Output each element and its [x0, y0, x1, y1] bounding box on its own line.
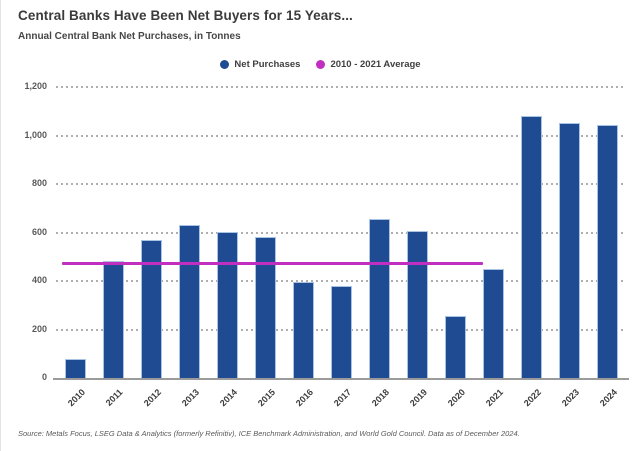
bar-2016 — [292, 282, 314, 378]
source-note: Source: Metals Focus, LSEG Data & Analyt… — [18, 429, 520, 438]
x-tick-label-2023: 2023 — [559, 387, 582, 409]
gridline-400 — [56, 280, 626, 282]
chart-subtitle: Annual Central Bank Net Purchases, in To… — [18, 31, 241, 42]
bar-2017 — [330, 286, 352, 378]
gridline-1200 — [56, 86, 626, 88]
x-tick-label-2015: 2015 — [255, 387, 278, 409]
x-tick-label-2016: 2016 — [293, 387, 316, 409]
x-tick-label-2013: 2013 — [179, 387, 202, 409]
plot-area — [56, 86, 626, 378]
legend-dot-icon — [316, 60, 326, 69]
gridline-600 — [56, 231, 626, 234]
bar-2020 — [444, 316, 466, 378]
bar-2011 — [102, 261, 124, 378]
legend-label: 2010 - 2021 Average — [330, 59, 421, 70]
y-tick-label-1000: 1,000 — [24, 129, 47, 140]
bar-2022 — [520, 115, 542, 378]
legend-dot-icon — [220, 60, 230, 69]
bar-2023 — [558, 123, 580, 378]
legend-label: Net Purchases — [234, 59, 301, 70]
bar-2024 — [596, 124, 618, 378]
bar-2019 — [406, 231, 428, 378]
bar-2015 — [254, 237, 276, 378]
x-tick-label-2014: 2014 — [217, 387, 240, 409]
bar-2013 — [178, 225, 200, 378]
x-tick-label-2019: 2019 — [407, 387, 430, 409]
chart-title: Central Banks Have Been Net Buyers for 1… — [18, 8, 353, 23]
y-tick-label-600: 600 — [31, 226, 47, 237]
x-tick-label-2021: 2021 — [483, 387, 506, 409]
bar-2012 — [140, 240, 162, 378]
average-line — [62, 262, 483, 265]
x-tick-label-2018: 2018 — [369, 387, 392, 409]
x-tick-label-2010: 2010 — [65, 387, 88, 409]
y-tick-label-0: 0 — [41, 372, 47, 382]
y-tick-label-200: 200 — [31, 323, 47, 334]
x-tick-label-2012: 2012 — [141, 387, 164, 409]
y-tick-label-400: 400 — [31, 275, 47, 285]
gridline-800 — [56, 183, 626, 185]
x-tick-label-2017: 2017 — [331, 387, 354, 409]
legend-item-1: 2010 - 2021 Average — [316, 59, 421, 70]
y-tick-label-800: 800 — [31, 178, 47, 188]
x-tick-label-2022: 2022 — [521, 387, 544, 409]
legend-item-0: Net Purchases — [220, 59, 300, 70]
y-tick-label-1200: 1,200 — [24, 81, 47, 91]
legend: Net Purchases 2010 - 2021 Average — [1, 59, 640, 70]
x-tick-label-2024: 2024 — [597, 387, 620, 409]
gridline-1000 — [56, 134, 626, 137]
x-tick-label-2020: 2020 — [445, 387, 468, 409]
bar-2021 — [482, 268, 504, 378]
bar-2010 — [64, 358, 86, 378]
bar-2018 — [368, 218, 390, 378]
x-axis-line — [53, 378, 629, 380]
bar-2014 — [216, 232, 238, 378]
x-tick-label-2011: 2011 — [104, 387, 126, 408]
